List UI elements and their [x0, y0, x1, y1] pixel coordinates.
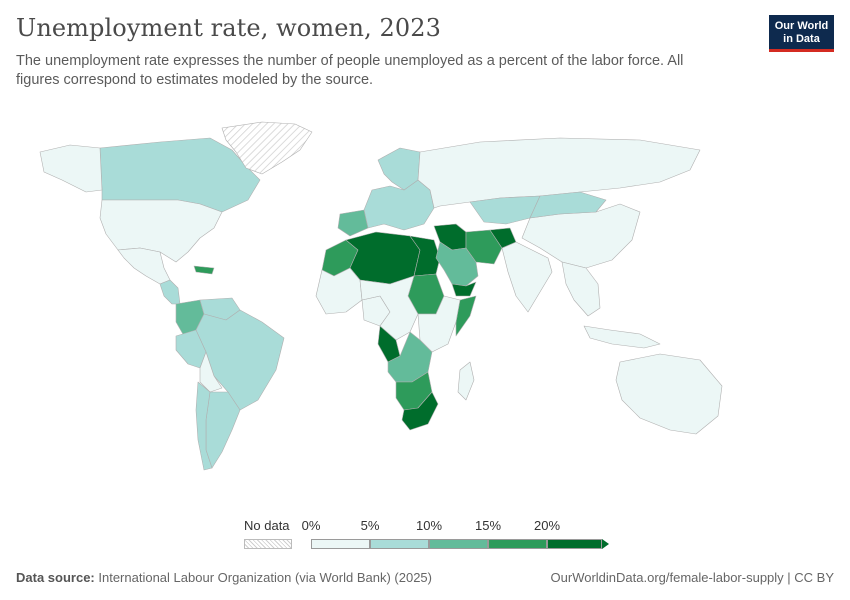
region-scandinavia[interactable] [377, 147, 421, 191]
region-caribbean[interactable] [193, 265, 215, 275]
legend-tick-15: 15% [474, 518, 502, 533]
legend-arrow [602, 539, 609, 549]
region-argentina[interactable] [205, 391, 241, 469]
legend-bin-10-15[interactable] [429, 539, 488, 549]
region-madagascar[interactable] [457, 361, 475, 401]
legend-tick-0: 0% [301, 518, 321, 533]
legend-no-data-label: No data [244, 518, 290, 533]
legend-tick-5: 5% [360, 518, 380, 533]
owid-logo[interactable]: Our World in Data [769, 15, 834, 52]
region-europe[interactable] [363, 179, 435, 231]
legend-bin-0-5[interactable] [311, 539, 370, 549]
region-alaska[interactable] [39, 144, 103, 193]
region-afghanistan[interactable] [489, 227, 517, 249]
chart-title: Unemployment rate, women, 2023 [16, 14, 442, 42]
data-source-label: Data source: [16, 570, 95, 585]
logo-line-2: in Data [783, 33, 820, 45]
region-iberia[interactable] [337, 209, 369, 237]
region-yemen[interactable] [451, 281, 477, 297]
legend-tick-10: 10% [415, 518, 443, 533]
region-greenland[interactable] [221, 121, 313, 175]
region-south-africa[interactable] [401, 391, 439, 431]
region-ethiopia-east-africa[interactable] [417, 295, 461, 353]
region-west-africa[interactable] [315, 267, 363, 315]
legend-bin-15-20[interactable] [488, 539, 547, 549]
region-russia[interactable] [417, 137, 701, 209]
region-australia[interactable] [615, 353, 723, 435]
region-saudi-arabia[interactable] [435, 241, 479, 287]
legend-tick-20: 20% [533, 518, 561, 533]
region-bolivia[interactable] [199, 351, 223, 393]
region-usa[interactable] [99, 199, 223, 263]
world-map [0, 100, 850, 510]
chart-subtitle: The unemployment rate expresses the numb… [16, 53, 684, 88]
region-india[interactable] [501, 241, 553, 313]
world-map-svg [39, 121, 723, 471]
region-chile[interactable] [195, 381, 213, 471]
region-angola-zambia[interactable] [387, 331, 433, 383]
color-legend: No data 0% 5% 10% 15% 20% [240, 518, 620, 554]
region-central-africa[interactable] [359, 275, 419, 341]
region-indonesia[interactable] [583, 325, 661, 349]
legend-no-data-swatch[interactable] [244, 539, 292, 549]
data-source: Data source: International Labour Organi… [16, 570, 432, 585]
legend-bin-20-plus[interactable] [547, 539, 602, 549]
data-source-text[interactable]: International Labour Organization (via W… [98, 570, 432, 585]
logo-line-1: Our World [774, 20, 829, 32]
legend-bin-5-10[interactable] [370, 539, 429, 549]
region-mongolia[interactable] [529, 191, 607, 219]
footer-link[interactable]: OurWorldinData.org/female-labor-supply |… [550, 570, 834, 585]
region-southeast-asia[interactable] [561, 261, 601, 317]
region-central-america[interactable] [159, 279, 181, 305]
